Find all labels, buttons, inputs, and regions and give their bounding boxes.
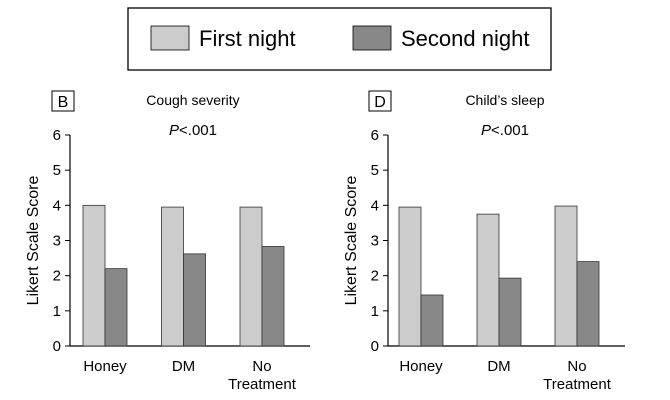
bar-first-night (398, 206, 422, 347)
bar-second-night (576, 261, 600, 347)
bar-second-night (420, 294, 444, 347)
panel-letter-box (368, 90, 392, 112)
legend: First night Second night (127, 7, 552, 71)
y-tick-label: 1 (371, 303, 379, 320)
bar-second-night (104, 268, 128, 347)
y-tick-label: 3 (53, 233, 61, 250)
x-category-label: Honey (399, 358, 443, 375)
legend-swatch-first-night (150, 25, 190, 51)
y-axis-title: Likert Scale Score (25, 175, 42, 305)
panel-title: Child’s sleep (465, 92, 544, 108)
legend-label-second-night: Second night (401, 26, 529, 51)
y-tick-label: 2 (53, 268, 61, 285)
panel-letter-box (51, 90, 75, 112)
x-category-label: No (567, 358, 586, 375)
panel-childs-sleep: D Child’s sleep P<.001 Likert Scale Score 0 1… (343, 90, 625, 393)
bar-first-night (554, 205, 578, 347)
x-category-label: Treatment (228, 376, 297, 393)
bar-first-night (161, 206, 184, 347)
panel-letter: B (58, 94, 69, 111)
y-tick-label: 0 (53, 338, 61, 355)
bar-first-night (476, 213, 500, 347)
x-category-label: Treatment (543, 376, 612, 393)
y-tick-label: 4 (53, 197, 61, 214)
legend-label-first-night: First night (199, 26, 296, 51)
y-tick-label: 5 (371, 162, 379, 179)
y-tick-label: 2 (371, 268, 379, 285)
x-category-label: Honey (83, 358, 127, 375)
y-tick-label: 5 (53, 162, 61, 179)
p-value-annotation: P<.001 (481, 122, 529, 139)
bar-second-night (498, 277, 522, 347)
legend-swatch-second-night (352, 25, 392, 51)
y-axis-title: Likert Scale Score (343, 175, 360, 305)
p-value-annotation: P<.001 (169, 122, 217, 139)
bar-second-night (261, 246, 285, 347)
y-tick-label: 0 (371, 338, 379, 355)
y-tick-label: 3 (371, 233, 379, 250)
panel-letter: D (374, 94, 386, 111)
panel-cough-severity: B Cough severity P<.001 Likert Scale Score 0… (25, 90, 310, 393)
x-category-label: No (252, 358, 271, 375)
x-category-label: DM (487, 358, 510, 375)
bar-first-night (239, 206, 263, 347)
y-tick-label: 4 (371, 197, 379, 214)
y-tick-label: 6 (53, 127, 61, 144)
y-tick-label: 6 (371, 127, 379, 144)
bar-first-night (82, 204, 106, 347)
bar-second-night (183, 253, 206, 347)
legend-frame (127, 7, 552, 71)
panel-title: Cough severity (146, 92, 239, 108)
y-tick-label: 1 (53, 303, 61, 320)
x-category-label: DM (172, 358, 195, 375)
